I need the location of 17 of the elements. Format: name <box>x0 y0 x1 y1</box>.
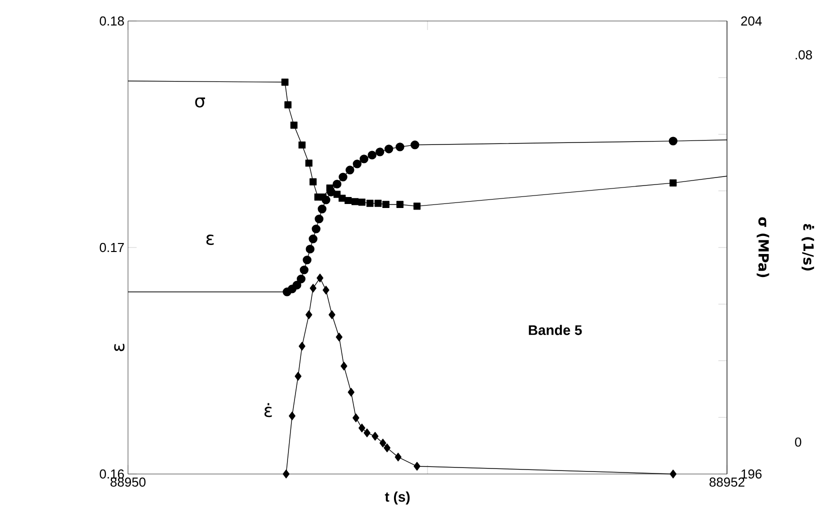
x-tick-label: 88952 <box>710 478 744 487</box>
y2-tick-label: 204 <box>741 16 762 26</box>
series-label: σ <box>195 97 206 108</box>
y2-tick-label: 196 <box>742 469 762 479</box>
y2-axis-title: σ (MPa) <box>756 217 770 278</box>
y3-tick-label: .08 <box>796 50 812 60</box>
annotation: Bande 5 <box>528 324 582 336</box>
x-axis-title: t (s) <box>384 492 410 505</box>
y-tick-label: 0.17 <box>100 242 124 252</box>
y3-tick-label: 0 <box>795 437 802 447</box>
y-tick-label: 0.16 <box>100 469 124 479</box>
y-tick-label: 0.18 <box>100 16 124 26</box>
y-axis-title: ε <box>114 344 124 352</box>
x-tick-label: 88950 <box>110 478 146 487</box>
series-label: ε̇ <box>264 403 272 418</box>
text: ε <box>206 234 214 245</box>
y3-axis-title: ε̇ (1/s) <box>802 224 814 271</box>
